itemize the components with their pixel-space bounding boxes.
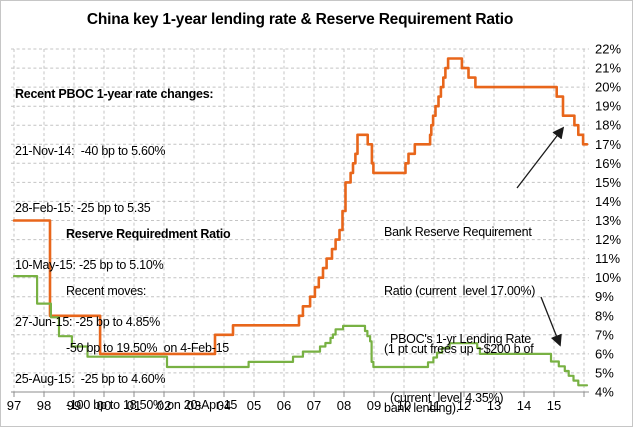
y-tick-label: 10% <box>595 270 621 285</box>
lending-callout-arrow <box>540 296 562 347</box>
x-tick-label: 15 <box>547 398 561 413</box>
x-tick-label: 01 <box>127 398 141 413</box>
y-tick-label: 16% <box>595 156 621 171</box>
x-tick-label: 07 <box>307 398 321 413</box>
y-tick-label: 11% <box>595 251 620 266</box>
y-tick-label: 7% <box>595 327 614 342</box>
pboc-note-line: 21-Nov-14: -40 bp to 5.60% <box>15 144 166 158</box>
y-tick-label: 15% <box>595 175 621 190</box>
rrr-note-subheader: Recent moves: <box>66 284 147 298</box>
rrr-callout-arrow <box>516 126 565 189</box>
x-tick-label: 99 <box>67 398 81 413</box>
y-tick-label: 9% <box>595 289 614 304</box>
y-tick-label: 22% <box>595 42 621 57</box>
y-tick-label: 19% <box>595 99 621 114</box>
x-tick-label: 11 <box>427 398 441 413</box>
y-tick-label: 4% <box>595 385 614 400</box>
x-tick-label: 06 <box>277 398 291 413</box>
pboc-note-line: 28-Feb-15: -25 bp to 5.35 <box>15 201 151 215</box>
x-tick-label: 09 <box>367 398 381 413</box>
rrr-note-line: -50 bp to 19.50% on 4-Feb-15 <box>66 341 230 355</box>
x-tick-label: 98 <box>37 398 51 413</box>
y-tick-label: 8% <box>595 308 614 323</box>
y-tick-label: 14% <box>595 194 621 209</box>
rrr-series-callout: Bank Reserve Requirement Ratio (current … <box>384 184 536 426</box>
lending-callout-line: (current level 4.35%) <box>390 390 504 405</box>
lending-rate-series-callout: PBOC's 1-yr Lending Rate (current level … <box>390 291 531 426</box>
y-tick-label: 6% <box>595 346 614 361</box>
y-tick-label: 20% <box>595 80 621 95</box>
rrr-callout-line: Ratio (current level 17.00%) <box>384 283 536 298</box>
y-tick-label: 13% <box>595 213 621 228</box>
x-tick-label: 05 <box>247 398 261 413</box>
rrr-note-header: Reserve Requiredment Ratio <box>66 227 231 241</box>
y-tick-label: 18% <box>595 118 621 133</box>
rrr-note-line: -100 bp to 18.50% on 20-Apr-15 <box>66 398 238 412</box>
y-tick-label: 17% <box>595 137 621 152</box>
rrr-callout-line: (1 pt cut frees up ~$200 b of <box>384 342 534 356</box>
lending-callout-line: PBOC's 1-yr Lending Rate <box>390 332 531 346</box>
pboc-note-line: 10-May-15: -25 bp to 5.10% <box>15 258 164 272</box>
x-tick-label: 12 <box>457 398 471 413</box>
rrr-callout-line: Bank Reserve Requirement <box>384 225 532 239</box>
pboc-note-header: Recent PBOC 1-year rate changes: <box>15 87 214 101</box>
bank-reserve-requirement-ratio-line <box>12 57 589 356</box>
pboc-rate-changes-note: Recent PBOC 1-year rate changes: 21-Nov-… <box>15 47 214 426</box>
chart-title: China key 1-year lending rate & Reserve … <box>86 11 514 28</box>
y-tick-label: 12% <box>595 232 621 247</box>
y-tick-label: 21% <box>595 61 621 76</box>
pboc-1-yr-lending-rate-line <box>12 275 589 387</box>
x-tick-label: 02 <box>157 398 171 413</box>
pboc-note-line: 27-Jun-15: -25 bp to 4.85% <box>15 315 160 329</box>
x-tick-label: 04 <box>217 398 231 413</box>
x-tick-label: 13 <box>487 398 501 413</box>
x-tick-label: 14 <box>517 398 531 413</box>
pboc-note-line: 25-Aug-15: -25 bp to 4.60% <box>15 372 166 386</box>
x-tick-label: 08 <box>337 398 351 413</box>
rrr-callout-line: bank lending). <box>384 400 460 415</box>
x-tick-label: 10 <box>397 398 411 413</box>
rrr-recent-moves-note: Reserve Requiredment Ratio Recent moves:… <box>66 187 238 426</box>
x-tick-label: 00 <box>97 398 111 413</box>
x-tick-label: 03 <box>187 398 201 413</box>
y-tick-label: 5% <box>595 365 614 380</box>
x-tick-label: 97 <box>7 398 21 413</box>
